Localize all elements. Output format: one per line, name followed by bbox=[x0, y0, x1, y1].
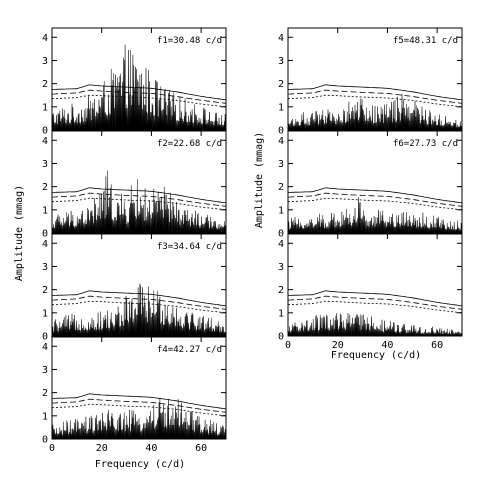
panel-label: f3=34.64 c/d bbox=[157, 242, 222, 252]
y-tick-label: 0 bbox=[42, 126, 48, 137]
x-tick-label: 0 bbox=[285, 340, 291, 351]
y-tick-label: 1 bbox=[278, 102, 284, 113]
right-y-axis-title: Amplitude (mmag) bbox=[254, 132, 265, 228]
left-x-axis-title: Frequency (c/d) bbox=[95, 459, 185, 470]
noise-line-dashed bbox=[51, 295, 227, 310]
y-tick-label: 4 bbox=[42, 33, 48, 44]
y-tick-label: 4 bbox=[278, 136, 284, 147]
y-tick-label: 0 bbox=[42, 435, 48, 446]
panel-label: f4=42.27 c/d bbox=[157, 345, 222, 355]
panel-frame bbox=[287, 233, 463, 337]
y-tick-label: 0 bbox=[278, 126, 284, 137]
y-tick-label: 3 bbox=[278, 262, 284, 273]
noise-line-dotted bbox=[287, 197, 463, 211]
panel-5: 0 1 2 3 4 f5=48.31 c/d bbox=[278, 27, 463, 137]
noise-line-solid bbox=[52, 187, 227, 204]
y-tick-label: 3 bbox=[278, 56, 284, 67]
right-x-axis-title: Frequency (c/d) bbox=[331, 350, 421, 361]
noise-line-solid bbox=[288, 84, 463, 101]
x-tick-label: 20 bbox=[332, 340, 344, 351]
noise-line-solid bbox=[288, 290, 463, 307]
noise-line-dotted bbox=[287, 94, 463, 108]
amplitude-spectrum bbox=[51, 283, 227, 337]
y-tick-label: 4 bbox=[42, 239, 48, 250]
y-tick-label: 2 bbox=[42, 388, 48, 399]
amplitude-spectrum bbox=[287, 197, 463, 234]
noise-line-solid bbox=[288, 187, 463, 204]
y-tick-label: 1 bbox=[278, 205, 284, 216]
noise-line-solid bbox=[52, 290, 227, 307]
amplitude-spectrum bbox=[51, 44, 227, 131]
y-tick-label: 3 bbox=[42, 159, 48, 170]
y-tick-label: 2 bbox=[278, 182, 284, 193]
panel-frame bbox=[51, 27, 227, 131]
panel-frame bbox=[287, 27, 463, 131]
y-tick-label: 0 bbox=[278, 332, 284, 343]
noise-line-dotted bbox=[287, 300, 463, 314]
noise-line-dotted bbox=[51, 94, 227, 108]
noise-line-solid bbox=[52, 84, 227, 101]
panel-6: 0 1 2 3 4 f6=27.73 c/d bbox=[278, 130, 463, 240]
noise-line-dotted bbox=[51, 197, 227, 211]
panel-label: f2=22.68 c/d bbox=[157, 139, 222, 149]
y-tick-label: 3 bbox=[278, 159, 284, 170]
y-tick-label: 1 bbox=[42, 308, 48, 319]
panel-label: f5=48.31 c/d bbox=[393, 36, 458, 46]
panel-3: 0 1 2 3 4 f3=34.64 c/d bbox=[42, 233, 227, 343]
panel-frame bbox=[51, 233, 227, 337]
y-tick-label: 3 bbox=[42, 262, 48, 273]
panel-frame bbox=[51, 336, 227, 440]
noise-line-dashed bbox=[51, 192, 227, 207]
y-tick-label: 1 bbox=[42, 205, 48, 216]
noise-line-dashed bbox=[287, 192, 463, 207]
panel-label: f1=30.48 c/d bbox=[157, 36, 222, 46]
y-tick-label: 4 bbox=[278, 239, 284, 250]
panel-1: 0 1 2 3 4 f1=30.48 c/d bbox=[42, 27, 227, 137]
y-tick-label: 1 bbox=[42, 411, 48, 422]
y-tick-label: 2 bbox=[278, 285, 284, 296]
y-tick-label: 0 bbox=[42, 229, 48, 240]
y-tick-label: 2 bbox=[278, 79, 284, 90]
noise-line-dashed bbox=[287, 89, 463, 104]
y-tick-label: 0 bbox=[278, 229, 284, 240]
amplitude-spectrum bbox=[287, 93, 463, 131]
y-tick-label: 2 bbox=[42, 182, 48, 193]
noise-line-dotted bbox=[51, 403, 227, 417]
noise-line-dashed bbox=[51, 398, 227, 413]
noise-line-dotted bbox=[51, 300, 227, 314]
y-tick-label: 4 bbox=[42, 136, 48, 147]
noise-line-solid bbox=[52, 393, 227, 410]
x-tick-label: 60 bbox=[431, 340, 443, 351]
y-tick-label: 2 bbox=[42, 285, 48, 296]
x-tick-label: 40 bbox=[381, 340, 393, 351]
y-tick-label: 0 bbox=[42, 332, 48, 343]
x-tick-label: 60 bbox=[195, 443, 207, 454]
panel-frame bbox=[51, 130, 227, 234]
panel-2: 0 1 2 3 4 f2=22.68 c/d bbox=[42, 130, 227, 240]
right-column: Amplitude (mmag) Frequency (c/d) bbox=[254, 132, 421, 361]
noise-line-dashed bbox=[287, 295, 463, 310]
y-tick-label: 4 bbox=[42, 342, 48, 353]
x-tick-label: 40 bbox=[145, 443, 157, 454]
y-tick-label: 4 bbox=[278, 33, 284, 44]
x-tick-label: 20 bbox=[96, 443, 108, 454]
y-tick-label: 2 bbox=[42, 79, 48, 90]
left-y-axis-title: Amplitude (mmag) bbox=[14, 185, 25, 281]
amplitude-spectrum bbox=[287, 312, 463, 337]
panel-label: f6=27.73 c/d bbox=[393, 139, 458, 149]
left-column: Amplitude (mmag) Frequency (c/d) bbox=[14, 185, 185, 470]
amplitude-spectrum bbox=[51, 398, 227, 440]
panel-frame bbox=[287, 130, 463, 234]
amplitude-spectrum bbox=[51, 170, 226, 234]
y-tick-label: 1 bbox=[278, 308, 284, 319]
noise-line-dashed bbox=[51, 89, 227, 104]
y-tick-label: 3 bbox=[42, 56, 48, 67]
panels: 0 1 2 3 4 f1=30.48 c/d 0 1 2 3 4 f2=22.68 c/d 0 1 2 3 4 f… bbox=[42, 27, 463, 454]
x-tick-label: 0 bbox=[49, 443, 55, 454]
y-tick-label: 3 bbox=[42, 365, 48, 376]
y-tick-label: 1 bbox=[42, 102, 48, 113]
